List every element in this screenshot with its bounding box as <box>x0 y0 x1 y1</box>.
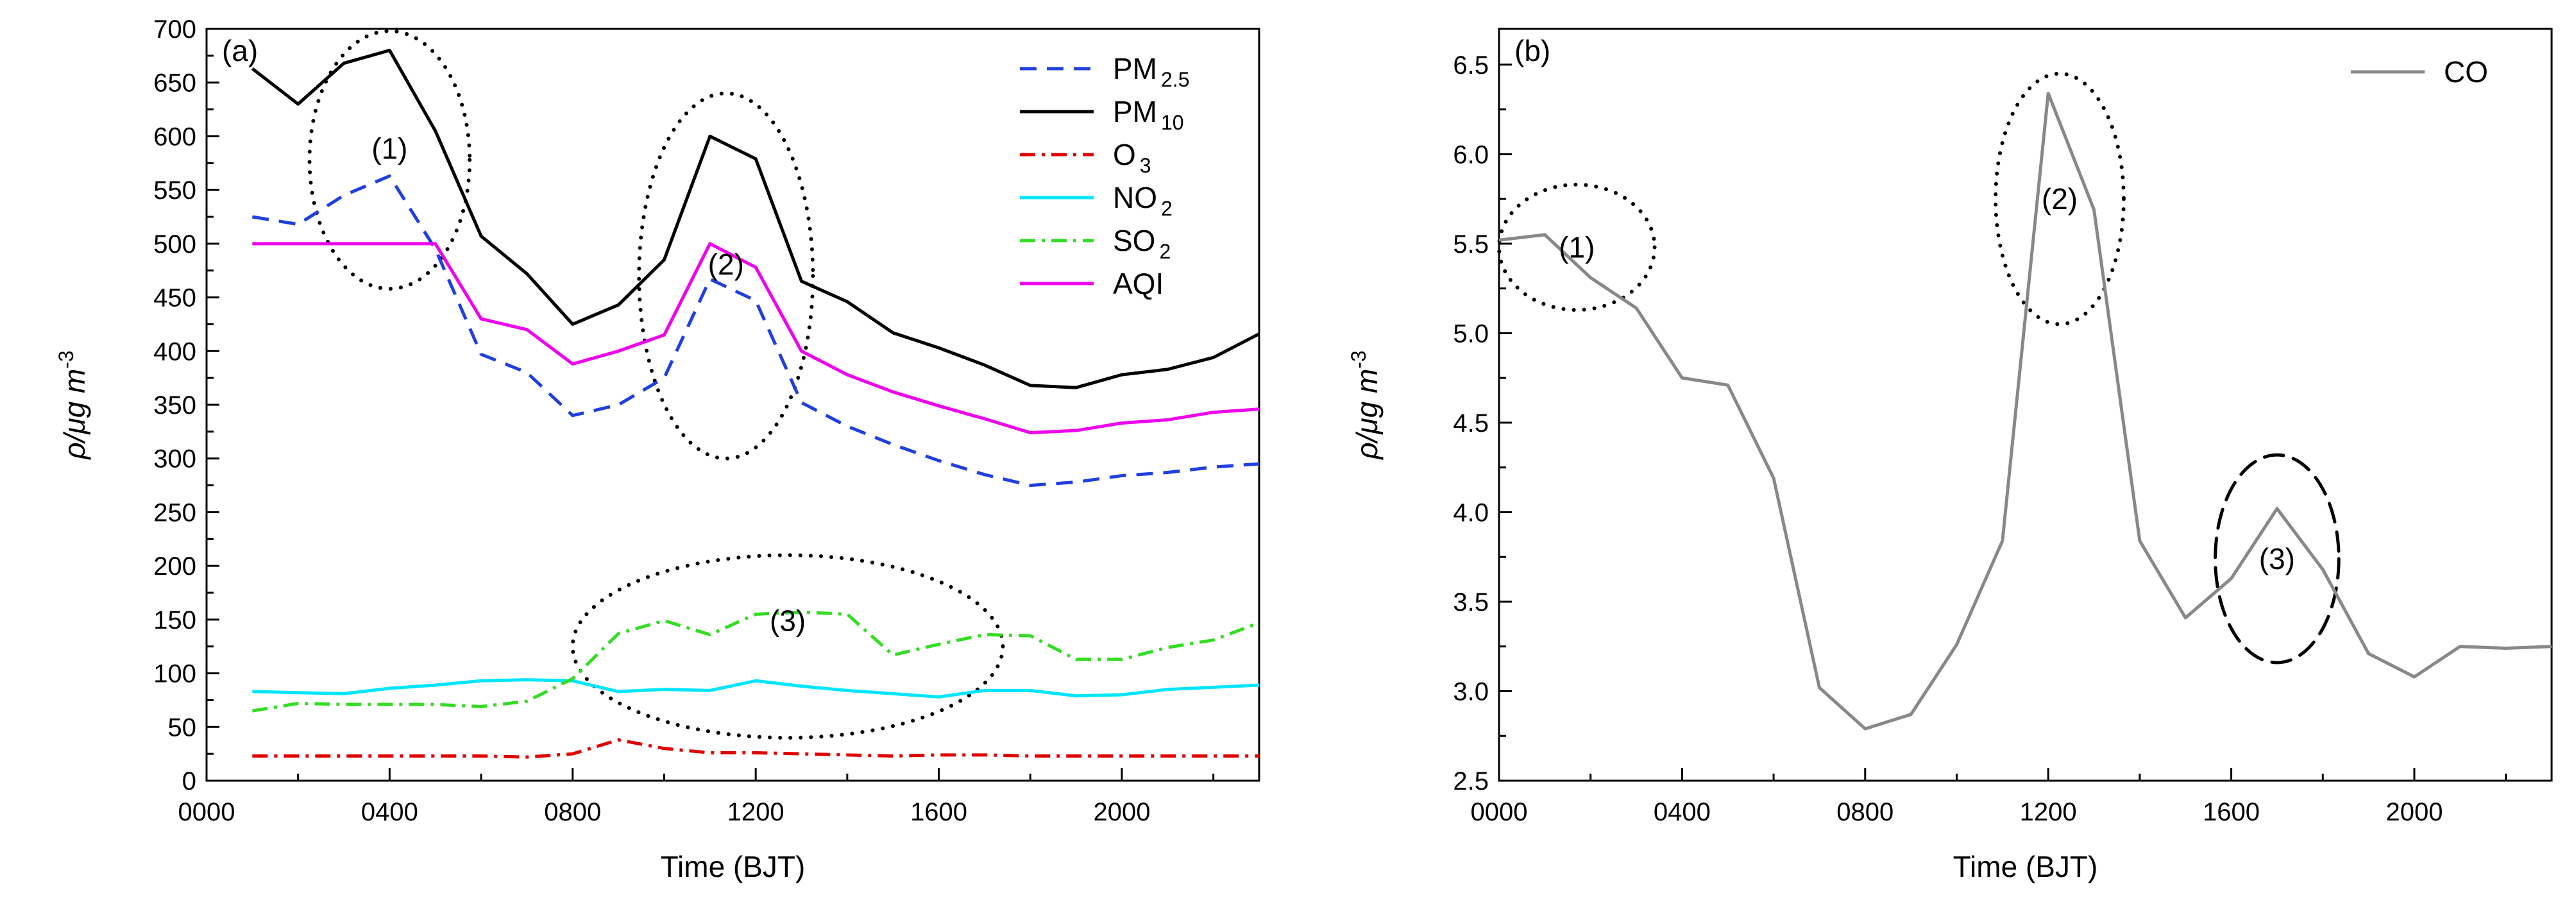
annotation-ellipse <box>2214 453 2341 665</box>
y-axis-title: ρ/μg m-3 <box>55 350 91 460</box>
x-tick-label: 1200 <box>2020 798 2077 826</box>
x-tick-label: 1600 <box>2203 798 2260 826</box>
plot-frame <box>205 28 1260 782</box>
panel-a: 0000 0400 0800 1200 1600 2000 0 50 100 150 200 250 3… <box>55 15 1260 883</box>
legend-entry-name: AQI <box>1113 267 1164 300</box>
annotation-label: (1) <box>371 132 407 165</box>
x-axis-title: Time (BJT) <box>661 850 806 883</box>
legend-entry: SO 2 <box>1113 224 1171 263</box>
panel-b: 0000 0400 0800 1200 1600 2000 2.5 3.0 3.5 4.0 4.5 5… <box>1347 28 2553 883</box>
legend-entry-subscript: 3 <box>1140 154 1151 177</box>
plot-frame <box>1498 28 2553 782</box>
y-tick-label: 4.5 <box>1453 409 1489 438</box>
panel-label: (b) <box>1514 34 1550 67</box>
annotation-label: (3) <box>2259 542 2295 575</box>
x-tick-label: 0800 <box>1836 798 1894 826</box>
legend-entry-name: PM <box>1113 52 1157 85</box>
legend-entry-subscript: 2 <box>1161 197 1173 220</box>
series-group <box>1499 91 2552 731</box>
series-line-so2 <box>251 610 1259 713</box>
x-tick-label: 2000 <box>1093 798 1150 826</box>
y-tick-label: 300 <box>153 445 196 473</box>
y-tick-label: 2.5 <box>1453 767 1489 795</box>
legend-entry-name: O <box>1113 138 1136 171</box>
y-tick-label: 100 <box>153 660 196 688</box>
y-tick-label: 400 <box>153 337 196 366</box>
x-tick-label: 0000 <box>1471 798 1528 826</box>
x-tick-label: 0000 <box>178 798 235 826</box>
y-tick-label: 3.0 <box>1453 677 1489 706</box>
legend-entry-name: PM <box>1113 95 1157 128</box>
y-axis-title-sup: -3 <box>1347 350 1370 368</box>
y-axis-title-sup: -3 <box>55 350 78 368</box>
y-tick-label: 50 <box>168 713 197 742</box>
y-tick-label: 700 <box>153 15 196 44</box>
legend-entry-subscript: 2.5 <box>1161 68 1189 91</box>
y-tick-label: 5.0 <box>1453 319 1489 348</box>
y-axis-title-main: ρ/μg m <box>1350 369 1384 461</box>
x-tick-label: 0800 <box>544 798 601 826</box>
annotation-label: (3) <box>770 604 806 638</box>
y-tick-label: 250 <box>153 498 196 527</box>
y-tick-label: 4.0 <box>1453 498 1489 527</box>
y-axis-title-main: ρ/μg m <box>58 369 91 461</box>
y-tick-label: 150 <box>153 606 196 634</box>
legend-entry: CO <box>2444 55 2488 89</box>
annotation-ellipse <box>307 29 472 291</box>
annotation-ellipse <box>1497 182 1657 312</box>
y-tick-label: 200 <box>153 552 196 581</box>
x-tick-label: 1200 <box>727 798 784 826</box>
legend-entry: PM 2.5 <box>1113 52 1189 91</box>
series-line-no2 <box>252 678 1259 699</box>
series-line-pm25 <box>251 174 1259 488</box>
series-line-co <box>1499 91 2552 731</box>
y-tick-label: 650 <box>153 69 196 98</box>
series-line-aqi <box>252 242 1259 435</box>
y-tick-label: 0 <box>182 767 196 795</box>
y-tick-label: 350 <box>153 391 196 420</box>
annotation-label: (2) <box>2042 182 2078 216</box>
legend-entry-subscript: 10 <box>1161 111 1184 134</box>
legend: CO <box>2351 55 2488 89</box>
y-axis-title: ρ/μg m-3 <box>1347 350 1384 460</box>
annotation-ellipse <box>570 553 1005 740</box>
x-tick-label: 2000 <box>2385 798 2443 826</box>
annotation-label: (2) <box>708 248 744 281</box>
y-tick-label: 6.5 <box>1453 51 1489 80</box>
x-tick-label: 0400 <box>1654 798 1711 826</box>
series-line-pm10 <box>251 48 1259 389</box>
legend-entry-name: SO <box>1113 224 1155 257</box>
x-tick-label: 0400 <box>361 798 418 826</box>
legend-entry: PM 10 <box>1113 95 1184 134</box>
legend-entry-name: NO <box>1113 181 1157 214</box>
x-axis-title: Time (BJT) <box>1953 850 2098 883</box>
y-tick-label: 600 <box>153 123 196 151</box>
series-line-o3 <box>252 738 1259 759</box>
x-tick-label: 1600 <box>910 798 967 826</box>
panel-label: (a) <box>222 34 258 67</box>
annotation-label: (1) <box>1559 230 1595 264</box>
annotation-ellipse <box>1994 71 2126 327</box>
series-group <box>251 48 1259 759</box>
legend-entry: NO 2 <box>1113 181 1173 220</box>
legend-entry-subscript: 2 <box>1159 240 1171 263</box>
y-tick-label: 6.0 <box>1453 140 1489 169</box>
legend-entry: AQI <box>1113 267 1164 300</box>
y-tick-label: 550 <box>153 176 196 205</box>
y-tick-label: 5.5 <box>1453 230 1489 259</box>
y-tick-label: 3.5 <box>1453 588 1489 616</box>
y-tick-label: 450 <box>153 284 196 312</box>
y-tick-label: 500 <box>153 230 196 259</box>
annotation-ellipse <box>637 91 815 461</box>
legend-entry-name: CO <box>2444 55 2488 89</box>
